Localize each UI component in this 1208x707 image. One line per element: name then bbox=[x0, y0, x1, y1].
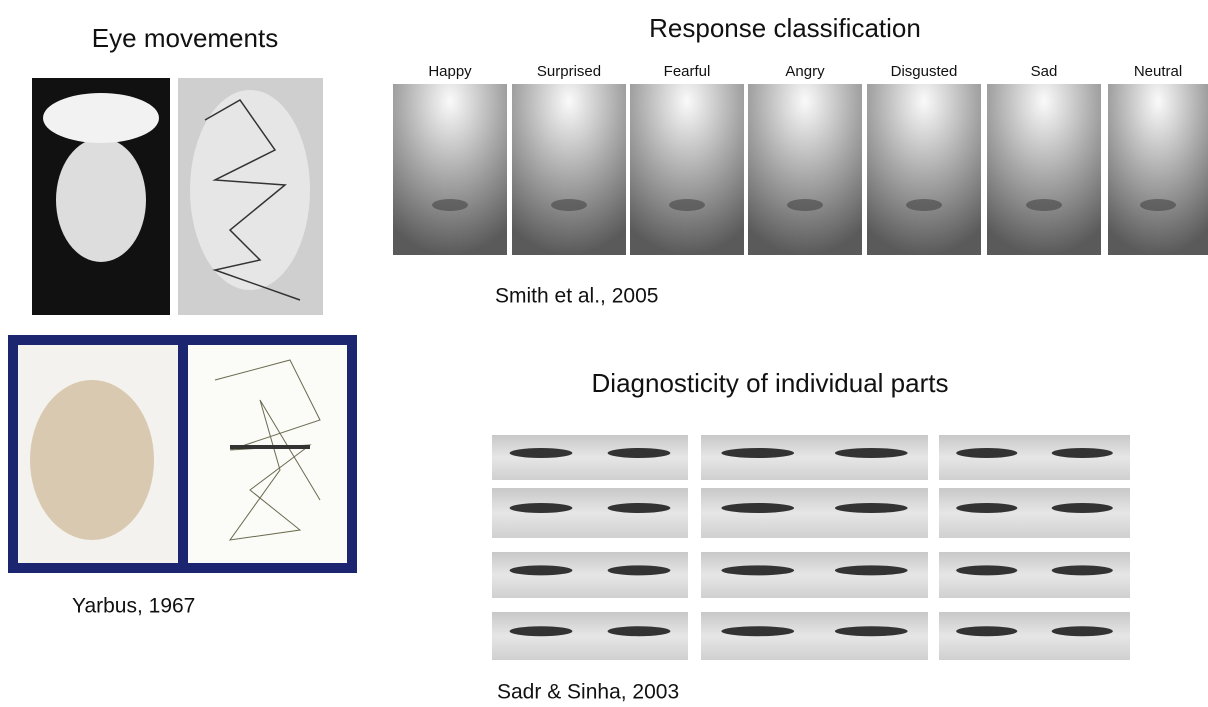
scanpath-face bbox=[190, 90, 310, 290]
scanpath bbox=[188, 345, 347, 563]
eyebrow bbox=[509, 503, 573, 513]
classification-image bbox=[630, 84, 744, 255]
classification-image bbox=[1108, 84, 1208, 255]
section-title: Response classification bbox=[649, 13, 921, 43]
eyebrow bbox=[956, 448, 1018, 458]
eyebrow bbox=[834, 448, 908, 458]
eyebrow bbox=[721, 503, 795, 513]
eyebrow bbox=[1051, 448, 1113, 458]
eye-strip bbox=[939, 488, 1130, 538]
eyebrow bbox=[721, 448, 795, 458]
emotion-label: Happy bbox=[428, 63, 472, 80]
mouth bbox=[432, 199, 468, 211]
eyebrow bbox=[834, 565, 908, 576]
mouth bbox=[551, 199, 587, 211]
eye-strip bbox=[939, 552, 1130, 598]
emotion-label: Angry bbox=[785, 63, 825, 80]
eye-strip bbox=[492, 435, 688, 480]
classification-image bbox=[512, 84, 626, 255]
eyebrow bbox=[956, 565, 1018, 576]
eyebrow bbox=[956, 626, 1018, 637]
eyebrow bbox=[607, 626, 671, 637]
classification-image bbox=[393, 84, 507, 255]
eye-strip bbox=[939, 435, 1130, 480]
classification-image bbox=[867, 84, 981, 255]
eyebrow bbox=[721, 626, 795, 637]
mouth bbox=[787, 199, 823, 211]
emotion-label: Neutral bbox=[1134, 63, 1182, 80]
eye-strip bbox=[701, 435, 928, 480]
eye-strip bbox=[701, 488, 928, 538]
eye-strip bbox=[492, 552, 688, 598]
eye-strip bbox=[939, 612, 1130, 660]
caption: Smith et al., 2005 bbox=[495, 285, 658, 308]
eyebrow bbox=[607, 448, 671, 458]
classification-image bbox=[748, 84, 862, 255]
emotion-label: Sad bbox=[1031, 63, 1058, 80]
eyebrow bbox=[1051, 503, 1113, 513]
eyebrow bbox=[834, 626, 908, 637]
eye-strip bbox=[492, 488, 688, 538]
eyebrow bbox=[721, 565, 795, 576]
eyebrow bbox=[509, 626, 573, 637]
emotion-label: Fearful bbox=[664, 63, 711, 80]
mouth bbox=[669, 199, 705, 211]
mouth bbox=[1140, 199, 1176, 211]
eye-strip bbox=[492, 612, 688, 660]
mouth bbox=[1026, 199, 1062, 211]
eyebrow bbox=[1051, 626, 1113, 637]
section-title: Eye movements bbox=[92, 23, 278, 53]
eyebrow bbox=[1051, 565, 1113, 576]
emotion-label: Surprised bbox=[537, 63, 601, 80]
section-title: Diagnosticity of individual parts bbox=[592, 368, 949, 398]
classification-image bbox=[987, 84, 1101, 255]
eyebrow bbox=[607, 565, 671, 576]
eyebrow bbox=[607, 503, 671, 513]
caption: Sadr & Sinha, 2003 bbox=[497, 681, 679, 704]
caption: Yarbus, 1967 bbox=[72, 595, 195, 618]
eyebrow bbox=[509, 448, 573, 458]
photo-face bbox=[56, 138, 146, 262]
photo-scarf bbox=[43, 93, 159, 143]
eyebrow bbox=[509, 565, 573, 576]
mouth bbox=[906, 199, 942, 211]
emotion-label: Disgusted bbox=[891, 63, 958, 80]
eyebrow bbox=[834, 503, 908, 513]
photo-face bbox=[30, 380, 154, 540]
eye-strip bbox=[701, 552, 928, 598]
eyebrow bbox=[956, 503, 1018, 513]
scan-lines bbox=[204, 99, 301, 301]
eye-strip bbox=[701, 612, 928, 660]
